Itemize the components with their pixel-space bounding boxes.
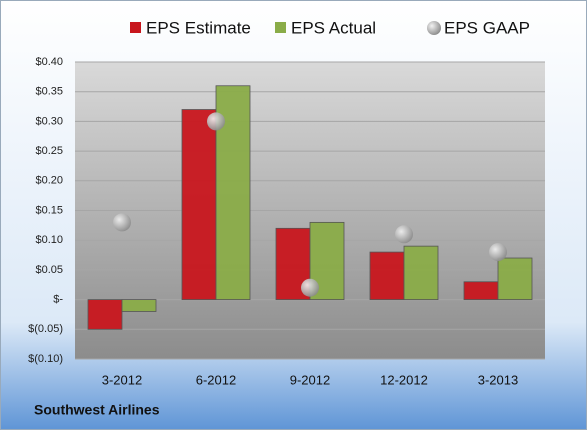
- gaap-dot: [301, 278, 319, 297]
- y-tick-label: $-: [53, 294, 63, 306]
- bar: [463, 281, 499, 300]
- legend-label: EPS Estimate: [146, 18, 251, 37]
- gaap-dot: [489, 243, 507, 262]
- y-tick-label: $0.25: [35, 145, 63, 157]
- y-tick-label: $(0.05): [28, 323, 63, 335]
- legend-label: EPS GAAP: [444, 18, 530, 37]
- legend-marker: [427, 21, 441, 35]
- bar: [369, 251, 405, 301]
- x-tick-label: 3-2012: [102, 372, 142, 387]
- bar: [309, 221, 345, 301]
- y-tick-label: $0.40: [35, 56, 63, 68]
- source-label: Southwest Airlines: [34, 402, 160, 418]
- x-tick-label: 9-2012: [290, 372, 330, 387]
- bar: [497, 257, 533, 300]
- x-tick-label: 6-2012: [196, 372, 236, 387]
- y-tick-label: $0.35: [35, 86, 63, 98]
- legend-label: EPS Actual: [291, 18, 376, 37]
- y-tick-label: $0.10: [35, 234, 63, 246]
- legend-marker: [130, 22, 141, 33]
- bar: [215, 85, 251, 300]
- x-tick-label: 3-2013: [478, 372, 518, 387]
- bar: [403, 245, 439, 300]
- gaap-dot: [113, 213, 131, 232]
- y-tick-label: $0.05: [35, 264, 63, 276]
- legend-marker: [275, 22, 286, 33]
- bar: [181, 109, 217, 300]
- bar: [121, 299, 157, 312]
- y-tick-label: $0.15: [35, 204, 63, 216]
- gaap-dot: [207, 112, 225, 131]
- y-tick-label: $(0.10): [28, 353, 63, 365]
- y-tick-label: $0.20: [35, 175, 63, 187]
- y-tick-label: $0.30: [35, 115, 63, 127]
- gaap-dot: [395, 225, 413, 244]
- x-tick-label: 12-2012: [380, 372, 428, 387]
- bar: [87, 299, 123, 330]
